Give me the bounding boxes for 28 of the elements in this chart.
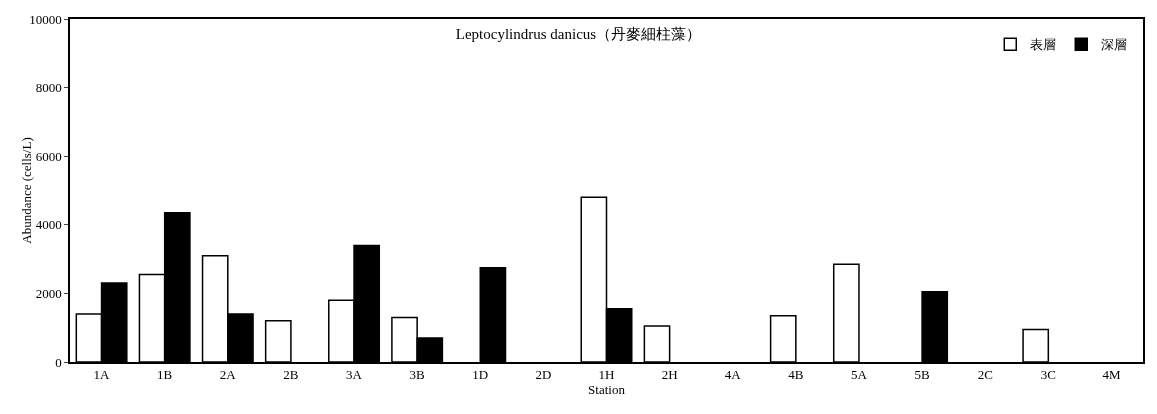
x-tick-label: 2A	[219, 367, 237, 383]
text: Leptocylindrus danicus（丹麥細柱藻）	[455, 26, 702, 43]
x-tick-label: 4M	[1102, 367, 1121, 383]
x-tick-label: 4B	[788, 367, 804, 383]
y-tick-label: 4000	[35, 217, 62, 233]
x-tick-label: 3B	[409, 367, 426, 383]
x-tick-label: 2H	[661, 367, 678, 383]
legend-label: 深層	[1101, 37, 1128, 53]
x-tick-label: 2D	[535, 367, 552, 383]
x-tick-label: 2C	[977, 367, 993, 383]
y-tick-label: 6000	[35, 148, 62, 164]
x-tick-label: 1D	[472, 367, 489, 383]
x-tick-label: 3A	[346, 367, 363, 383]
y-axis-title: Abundance (cells/L)	[18, 137, 34, 244]
x-tick-label: 2B	[283, 367, 299, 383]
x-tick-label: 4A	[724, 367, 742, 383]
y-tick-label: 10000	[29, 11, 62, 27]
y-tick-label: 8000	[35, 80, 62, 96]
y-tick-label: 2000	[35, 285, 62, 301]
x-tick-label: 5A	[851, 367, 868, 383]
y-tick-label: 0	[55, 354, 62, 370]
x-tick-label: 1H	[598, 367, 615, 383]
x-tick-label: 5B	[914, 367, 930, 383]
legend-label: 表層	[1030, 37, 1057, 53]
x-axis-title: Station	[588, 382, 626, 398]
x-tick-label: 1A	[93, 367, 111, 383]
x-tick-label: 1B	[157, 367, 173, 383]
x-tick-label: 3C	[1040, 367, 1056, 383]
